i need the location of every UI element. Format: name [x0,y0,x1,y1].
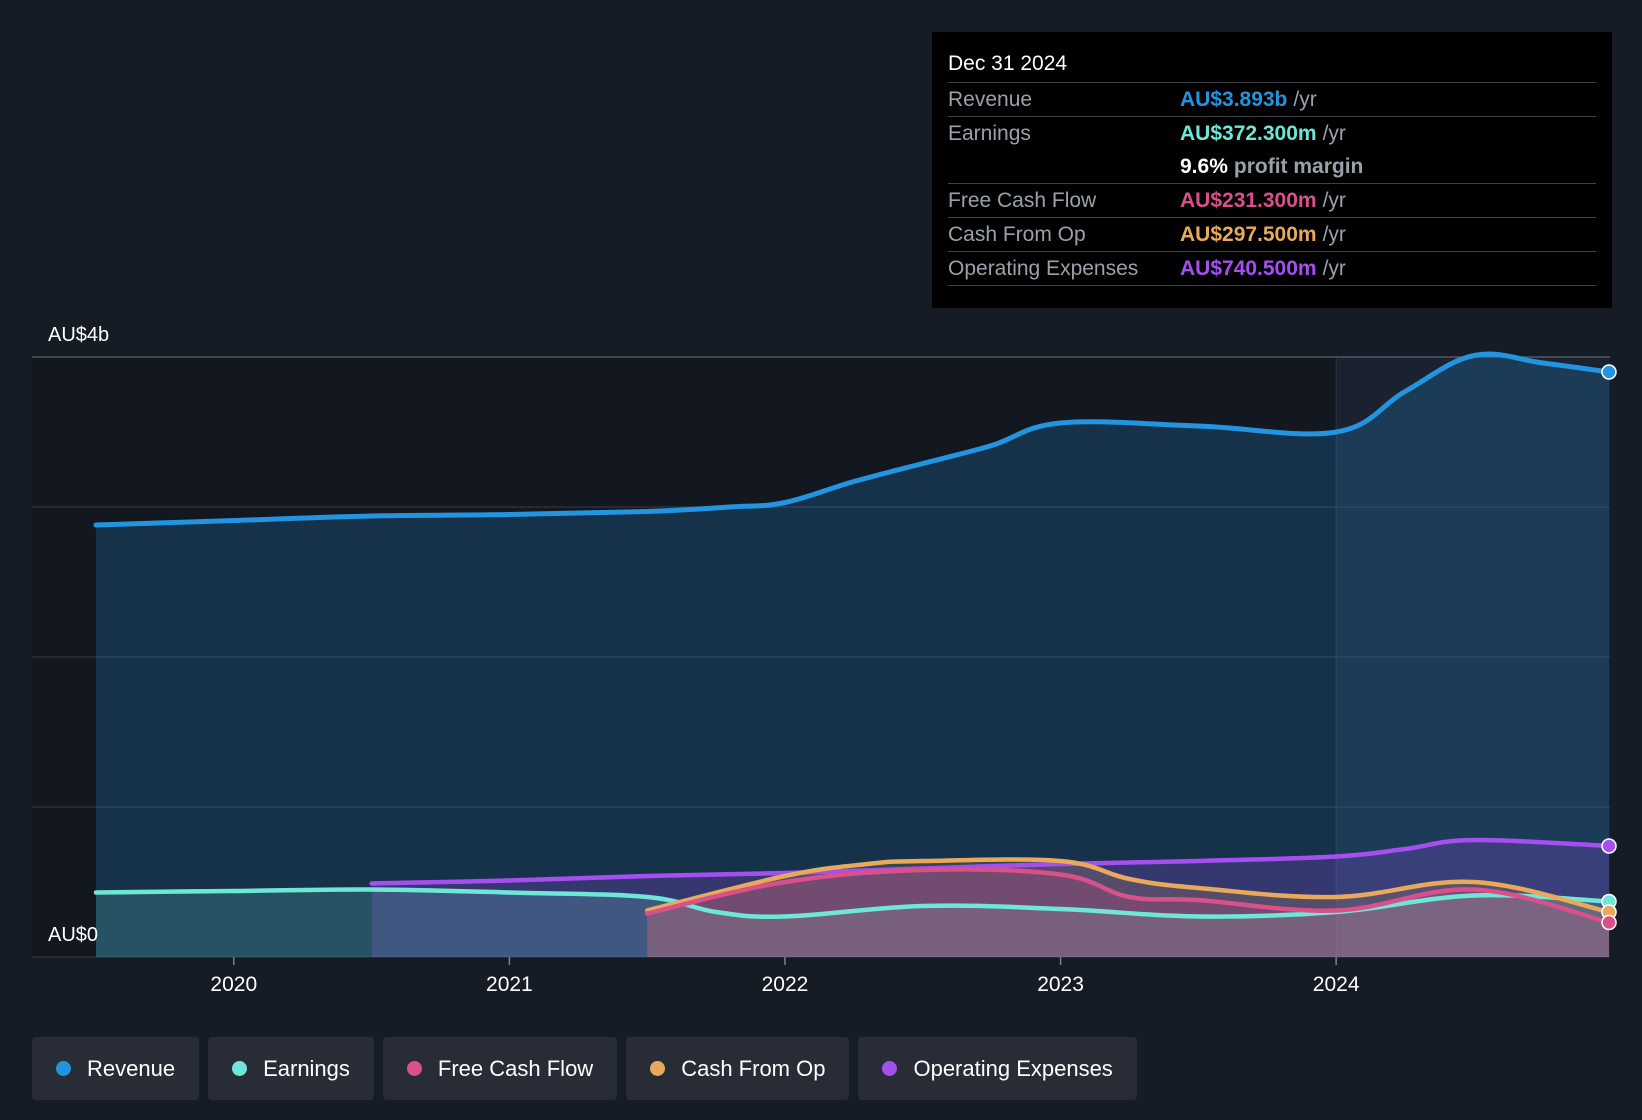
legend-label: Operating Expenses [913,1055,1113,1081]
series-line-cash-from-op [644,857,1612,915]
series-area-cash-from-op [647,859,1609,957]
legend-item-operating-expenses[interactable]: Operating Expenses [858,1037,1137,1100]
legend-label: Earnings [263,1055,350,1081]
tooltip-row: Revenue AU$3.893b/yr [948,83,1596,117]
x-tick-label: 2021 [486,973,533,996]
series-end-dot-operating-expenses [1601,838,1617,854]
tooltip-date: Dec 31 2024 [948,46,1596,83]
tooltip-row-value: AU$372.300m [1180,122,1317,145]
series-area-earnings [96,889,1609,957]
legend-label: Cash From Op [681,1055,826,1081]
tooltip-row-value: AU$3.893b [1180,88,1288,111]
data-tooltip: Dec 31 2024 Revenue AU$3.893b/yr Earnings A… [932,32,1612,308]
tooltip-row-unit: /yr [1293,88,1317,111]
series-line-operating-expenses [369,837,1612,886]
legend-dot-icon [882,1061,898,1076]
chart-legend: Revenue Earnings Free Cash Flow Cash From O… [32,1037,1137,1100]
tooltip-row: Cash From Op AU$297.500m/yr [948,218,1596,252]
tooltip-row-unit: /yr [1322,223,1346,246]
series-end-dot-revenue [1601,364,1617,380]
tooltip-row-value: AU$231.300m [1180,189,1317,212]
tooltip-row-value: AU$740.500m [1180,257,1317,280]
tooltip-row-value: 9.6% [1180,155,1228,178]
tooltip-row-label: Earnings [948,122,1031,145]
tooltip-row: Earnings AU$372.300m/yr [948,117,1596,150]
legend-dot-icon [406,1061,422,1076]
tooltip-row-label: Free Cash Flow [948,189,1097,212]
tooltip-row-unit: profit margin [1233,155,1364,178]
legend-label: Free Cash Flow [437,1055,594,1081]
tooltip-row: Free Cash Flow AU$231.300m/yr [948,184,1596,218]
x-tick-label: 2024 [1313,973,1360,996]
legend-dot-icon [56,1061,71,1076]
y-tick-label: AU$0 [48,924,98,946]
x-tick-label: 2023 [1037,973,1084,996]
legend-item-free-cash-flow[interactable]: Free Cash Flow [382,1037,618,1100]
series-area-operating-expenses [371,839,1610,957]
tooltip-row-unit: /yr [1322,189,1346,212]
legend-label: Revenue [87,1055,176,1081]
tooltip-row: 9.6% profit margin [948,150,1596,184]
legend-item-revenue[interactable]: Revenue [32,1037,200,1100]
tooltip-row-label: Operating Expenses [948,257,1139,280]
tooltip-row-label [948,150,1180,183]
legend-item-earnings[interactable]: Earnings [208,1037,374,1100]
legend-dot-icon [232,1061,248,1076]
series-line-free-cash-flow [644,867,1612,925]
series-line-revenue [93,351,1612,528]
series-area-revenue [96,354,1609,958]
y-tick-label: AU$4b [48,324,109,346]
tooltip-row-label: Cash From Op [948,223,1086,246]
tooltip-row-unit: /yr [1322,122,1346,145]
series-end-dot-free-cash-flow [1601,914,1617,931]
x-tick-label: 2020 [210,973,257,996]
tooltip-row-value: AU$297.500m [1180,223,1317,246]
x-tick-label: 2022 [762,973,809,996]
legend-dot-icon [650,1061,666,1076]
tooltip-row: Operating Expenses AU$740.500m/yr [948,252,1596,286]
legend-item-cash-from-op[interactable]: Cash From Op [626,1037,850,1100]
tooltip-row-unit: /yr [1322,257,1346,280]
tooltip-row-label: Revenue [948,88,1033,111]
